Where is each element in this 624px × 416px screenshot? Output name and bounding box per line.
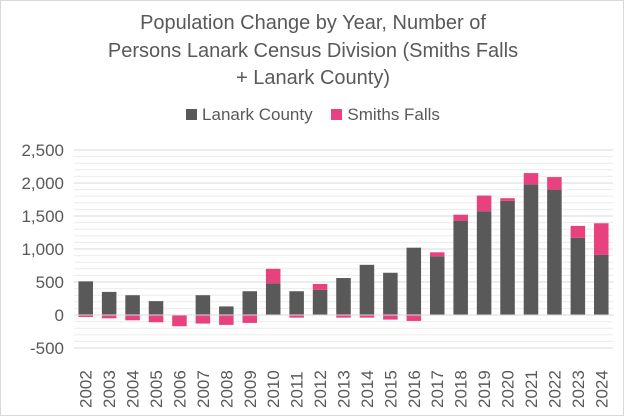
y-tick-label: -500 (30, 339, 64, 358)
chart-title-line-1: Population Change by Year, Number of (140, 12, 486, 34)
bar-lanark-county-2003 (101, 291, 117, 315)
bar-smiths-falls-2007 (195, 315, 211, 324)
bar-lanark-county-2020 (500, 200, 515, 315)
x-tick-label: 2013 (335, 370, 354, 408)
bar-smiths-falls-2024 (594, 223, 609, 255)
bar-smiths-falls-2002 (78, 315, 93, 317)
bar-lanark-county-2018 (453, 220, 468, 315)
x-tick-label: 2008 (217, 370, 236, 408)
legend-item-smiths-falls: Smiths Falls (331, 105, 440, 125)
x-tick-label: 2007 (194, 370, 213, 408)
bar-lanark-county-2011 (289, 291, 304, 315)
x-tick-label: 2003 (100, 370, 119, 408)
bar-lanark-county-2004 (125, 295, 140, 315)
bar-lanark-county-2007 (195, 295, 211, 315)
legend-swatch-smiths-falls (331, 109, 343, 120)
x-tick-label: 2009 (241, 370, 260, 408)
bar-smiths-falls-2021 (523, 173, 539, 185)
bar-lanark-county-2010 (265, 283, 281, 315)
bar-smiths-falls-2011 (289, 315, 304, 318)
y-tick-label: 1,500 (21, 207, 64, 226)
bar-lanark-county-2012 (312, 289, 328, 315)
bar-smiths-falls-2014 (359, 315, 375, 318)
bar-smiths-falls-2016 (406, 315, 422, 321)
legend-label-lanark-county: Lanark County (202, 105, 313, 124)
x-tick-label: 2005 (147, 370, 166, 408)
bar-lanark-county-2014 (359, 264, 375, 315)
bar-lanark-county-2019 (476, 211, 492, 315)
bar-smiths-falls-2003 (101, 315, 117, 319)
bar-smiths-falls-2019 (476, 195, 492, 212)
y-tick-label: 2,000 (21, 174, 64, 193)
bar-smiths-falls-2023 (570, 225, 586, 238)
bar-lanark-county-2016 (406, 247, 422, 315)
x-tick-label: 2020 (499, 370, 518, 408)
bar-lanark-county-2017 (429, 256, 445, 315)
bar-smiths-falls-2009 (242, 315, 258, 323)
x-tick-label: 2024 (592, 370, 611, 408)
bar-smiths-falls-2008 (219, 315, 234, 325)
x-tick-label: 2018 (452, 370, 471, 408)
bar-smiths-falls-2017 (429, 252, 445, 257)
x-tick-label: 2015 (381, 370, 400, 408)
bar-smiths-falls-2012 (312, 283, 328, 290)
bar-lanark-county-2008 (219, 306, 234, 315)
x-tick-label: 2023 (569, 370, 588, 408)
bar-smiths-falls-2015 (383, 315, 398, 320)
bar-smiths-falls-2013 (336, 315, 351, 318)
y-tick-label: 500 (36, 273, 64, 292)
chart-legend: Lanark County Smiths Falls (1, 105, 624, 125)
chart-title-line-2: Persons Lanark Census Division (Smiths F… (107, 40, 519, 62)
legend-item-lanark-county: Lanark County (186, 105, 313, 125)
x-tick-label: 2017 (428, 370, 447, 408)
y-tick-label: 2,500 (21, 141, 64, 160)
y-tick-label: 1,000 (21, 240, 64, 259)
bar-lanark-county-2013 (336, 278, 351, 315)
bar-smiths-falls-2004 (125, 315, 140, 321)
bar-lanark-county-2005 (148, 301, 164, 315)
bar-smiths-falls-2010 (265, 268, 281, 284)
bar-lanark-county-2015 (383, 272, 398, 315)
bar-lanark-county-2024 (594, 254, 609, 315)
bar-smiths-falls-2018 (453, 214, 468, 221)
y-tick-label: 0 (55, 306, 64, 325)
x-tick-label: 2021 (522, 370, 541, 408)
bar-lanark-county-2022 (547, 189, 562, 315)
x-tick-label: 2011 (288, 371, 307, 408)
bar-lanark-county-2002 (78, 281, 93, 315)
x-tick-label: 2022 (545, 370, 564, 408)
chart-title-line-3: + Lanark County) (236, 67, 390, 89)
x-tick-label: 2006 (170, 370, 189, 408)
x-tick-label: 2014 (358, 370, 377, 408)
x-tick-label: 2016 (405, 370, 424, 408)
x-tick-label: 2010 (264, 370, 283, 408)
x-tick-label: 2019 (475, 370, 494, 408)
x-tick-label: 2002 (77, 370, 96, 408)
bar-smiths-falls-2022 (547, 177, 562, 190)
bar-lanark-county-2021 (523, 184, 539, 315)
legend-swatch-lanark-county (186, 109, 198, 120)
bar-smiths-falls-2020 (500, 198, 515, 201)
legend-label-smiths-falls: Smiths Falls (347, 105, 440, 124)
x-tick-label: 2012 (311, 370, 330, 408)
bar-smiths-falls-2005 (148, 315, 164, 323)
bar-lanark-county-2023 (570, 237, 586, 315)
bar-smiths-falls-2006 (172, 315, 187, 327)
x-tick-label: 2004 (124, 370, 143, 408)
bar-lanark-county-2009 (242, 291, 258, 315)
